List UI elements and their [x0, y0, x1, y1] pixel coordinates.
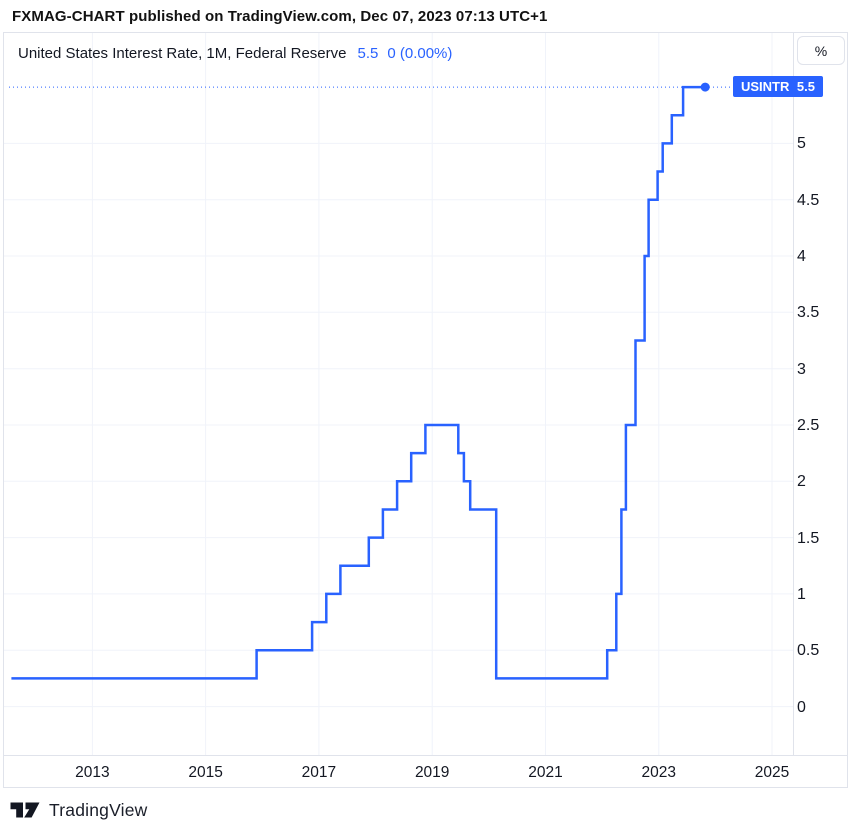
price-tick-label: 5	[797, 135, 806, 153]
interest-rate-series	[11, 85, 706, 680]
time-tick-label: 2013	[75, 764, 110, 781]
price-scale-unit-button[interactable]: %	[797, 36, 845, 65]
last-point-marker	[700, 82, 710, 92]
unit-button-label: %	[814, 42, 828, 59]
time-tick-label: 2021	[528, 764, 563, 781]
price-tick-label: 2	[797, 473, 806, 491]
chart-legend: United States Interest Rate, 1M, Federal…	[18, 43, 452, 63]
current-price-value: 5.5	[796, 79, 815, 94]
time-tick-label: 2023	[641, 764, 676, 781]
chart-panel: United States Interest Rate, 1M, Federal…	[3, 32, 848, 788]
current-price-label: USINTR 5.5	[733, 76, 823, 97]
time-tick-label: 2025	[754, 764, 790, 781]
price-tick-label: 0.5	[797, 642, 820, 660]
publisher-text: FXMAG-CHART published on TradingView.com…	[12, 7, 548, 25]
tradingview-logo-icon[interactable]	[10, 801, 40, 819]
price-tick-label: 4	[797, 248, 806, 266]
price-tick-label: 4.5	[797, 191, 820, 209]
legend-last-value: 5.5	[357, 44, 379, 62]
price-tick-label: 1	[797, 585, 806, 603]
price-tick-label: 3.5	[797, 304, 820, 322]
current-price-symbol: USINTR	[741, 79, 790, 94]
price-tick-label: 3	[797, 360, 806, 378]
price-tick-label: 2.5	[797, 416, 820, 434]
time-tick-label: 2015	[188, 764, 223, 781]
price-chart-canvas[interactable]	[4, 33, 847, 787]
legend-title[interactable]: United States Interest Rate, 1M, Federal…	[18, 44, 347, 62]
time-tick-label: 2019	[414, 764, 450, 781]
publisher-bar: FXMAG-CHART published on TradingView.com…	[0, 0, 859, 32]
footer: TradingView	[10, 796, 148, 824]
price-tick-label: 1.5	[797, 529, 820, 547]
legend-change: 0 (0.00%)	[387, 44, 453, 62]
time-tick-label: 2017	[301, 764, 337, 781]
tradingview-brand-text[interactable]: TradingView	[49, 799, 148, 820]
price-tick-label: 0	[797, 698, 806, 716]
